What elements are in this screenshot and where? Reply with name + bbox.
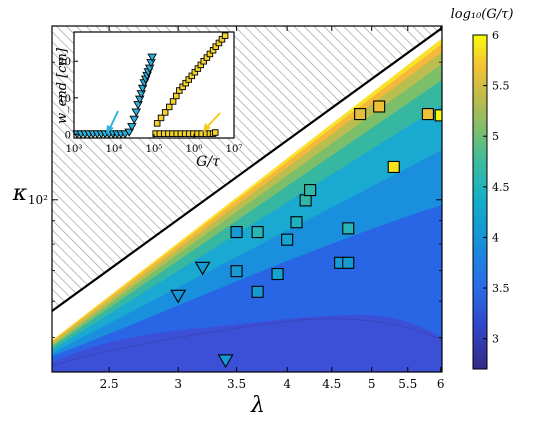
inset-arrow-yellow-head	[203, 123, 211, 132]
inset-y-tick-label: 10	[58, 94, 71, 105]
colorbar-tick-label: 3.5	[492, 282, 510, 295]
inset-x-tick-label: 10⁴	[106, 144, 123, 155]
inset-data-point-square	[176, 87, 183, 94]
inset-data-point-triangle	[147, 53, 157, 62]
data-point-square	[342, 256, 355, 269]
inset-data-point-square	[169, 98, 177, 105]
x-tick-label: 2.5	[100, 377, 119, 391]
colorbar: 3 3.5 4 4.5 5 5.5 6 log₁₀(G/τ)	[451, 7, 514, 370]
main-y-axis: 10²	[28, 61, 442, 338]
inset-arrow-cyan	[109, 110, 119, 129]
contour-indigo	[52, 314, 442, 372]
inset-data-point-square	[157, 114, 165, 122]
white-gap-band	[52, 28, 442, 340]
colorbar-tick-label: 5.5	[492, 80, 510, 93]
inset-data-point-square	[161, 109, 169, 116]
inset-markers	[72, 32, 229, 139]
inset-data-point-square	[173, 92, 180, 100]
data-point-square	[342, 222, 355, 235]
inset-x-tick-label: 10³	[66, 144, 83, 155]
inset-arrow-yellow	[206, 112, 221, 128]
data-point-square	[271, 267, 284, 281]
colorbar-label: log₁₀(G/τ)	[451, 7, 514, 22]
x-tick-label: 4.5	[322, 377, 341, 391]
colorbar-gradient	[472, 34, 488, 370]
x-tick-label: 3	[174, 377, 182, 391]
boundary-line	[52, 27, 442, 312]
inset-arrow-cyan-head	[106, 125, 114, 134]
data-point-square	[354, 108, 367, 121]
data-point-square	[373, 100, 386, 113]
main-x-label: λ	[250, 393, 265, 418]
inset-x-tick-label: 10⁷	[226, 144, 243, 155]
inset-y-label: w_end [cm]	[55, 47, 70, 124]
colorbar-tick-label: 4.5	[492, 181, 510, 194]
inset-x-tick-label: 10⁵	[146, 144, 163, 155]
x-tick-label: 4	[283, 377, 291, 391]
inset-data-point-triangle	[131, 108, 142, 117]
inset-plot: 10³ 10⁴ 10⁵ 10⁶ 10⁷ 0 10 20 G/τ w_end [cm]	[55, 31, 243, 170]
inset-data-point-square	[221, 32, 229, 39]
inset-y-tick-label: 20	[58, 57, 71, 68]
main-y-label: κ	[12, 181, 28, 206]
inset-data-point-square	[212, 129, 219, 136]
data-point-square	[421, 108, 434, 121]
inset-x-axis: 10³ 10⁴ 10⁵ 10⁶ 10⁷	[66, 134, 243, 155]
data-point-square	[290, 216, 303, 229]
data-point-square	[304, 184, 317, 197]
inset-data-point-triangle	[136, 90, 147, 99]
x-tick-label: 6	[437, 377, 445, 391]
inset-data-point-triangle	[134, 95, 145, 105]
data-point-square	[230, 226, 243, 239]
main-markers	[170, 100, 442, 369]
inset-data-point-triangle	[127, 123, 137, 132]
colorbar-tick-label: 6	[492, 29, 499, 42]
data-point-square	[281, 233, 294, 246]
x-tick-label: 5.5	[398, 377, 417, 391]
data-point-square	[387, 160, 400, 173]
inset-data-point-triangle	[137, 84, 148, 94]
inset-x-tick-label: 10⁶	[186, 144, 203, 155]
inset-data-point-square	[153, 120, 161, 127]
inset-y-axis: 0 10 20	[58, 57, 78, 141]
x-tick-label: 5	[368, 377, 376, 391]
inset-y-tick-label: 0	[65, 130, 71, 141]
data-point-triangle	[194, 261, 211, 276]
x-tick-label: 3.5	[227, 377, 246, 391]
main-plot: 2.5 3 3.5 4 4.5 5 5.5 6 10² λ κ	[12, 25, 445, 418]
data-point-triangle	[217, 354, 234, 369]
inset-data-point-triangle	[129, 115, 139, 125]
inset-data-point-square	[165, 103, 173, 111]
y-tick-label: 10²	[28, 193, 48, 207]
colorbar-tick-label: 4	[492, 231, 499, 244]
colorbar-ticks: 3 3.5 4 4.5 5 5.5 6	[483, 29, 510, 346]
data-point-square	[251, 226, 264, 239]
data-point-square	[434, 109, 442, 122]
data-point-square	[251, 285, 264, 298]
data-point-triangle	[170, 289, 187, 304]
inset-data-point-triangle	[124, 128, 134, 137]
data-point-square	[299, 194, 312, 207]
colorbar-tick-label: 5	[492, 130, 499, 143]
inset-x-label: G/τ	[196, 154, 220, 170]
main-axes-frame	[51, 25, 443, 373]
main-x-axis: 2.5 3 3.5 4 4.5 5 5.5 6	[100, 26, 445, 391]
data-point-square	[230, 265, 243, 278]
colorbar-tick-label: 3	[492, 333, 499, 346]
